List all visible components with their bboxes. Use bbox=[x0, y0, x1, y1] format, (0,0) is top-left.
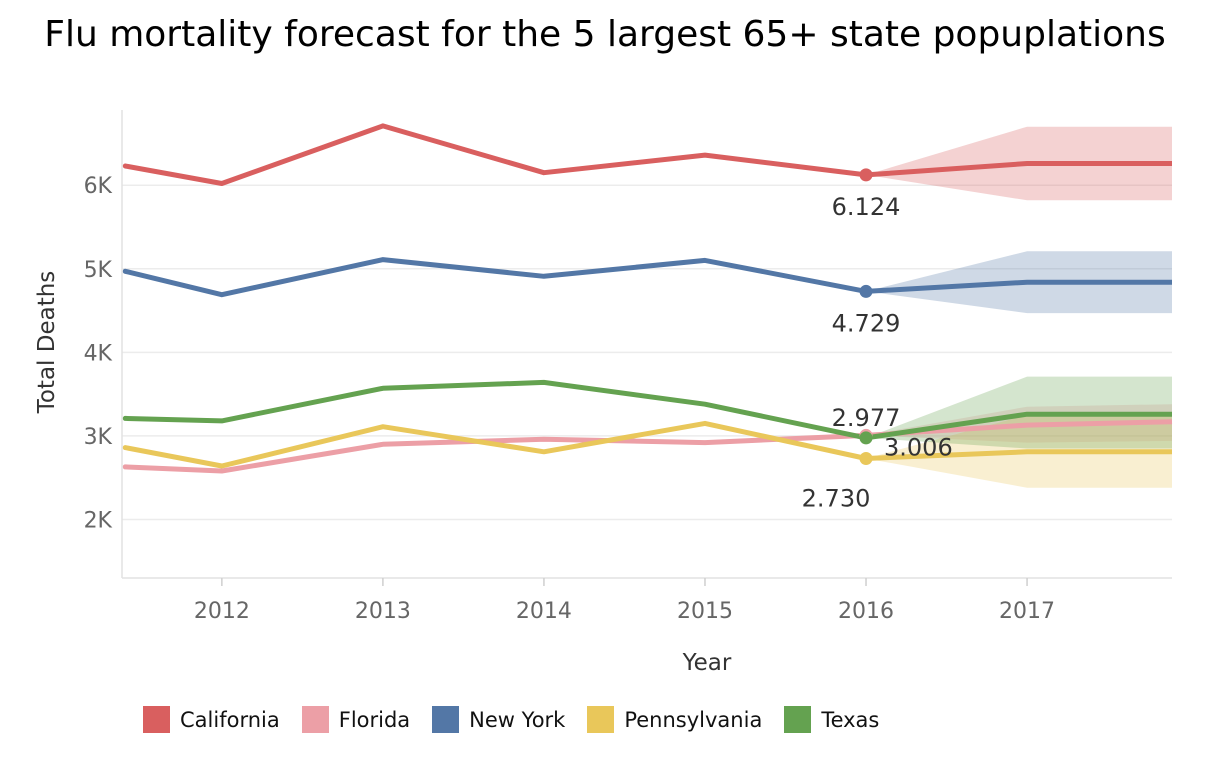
legend-swatch bbox=[143, 706, 170, 733]
forecast-line-pennsylvania bbox=[865, 449, 1172, 461]
legend-item-florida[interactable]: Florida bbox=[301, 706, 411, 733]
legend-label: Florida bbox=[338, 707, 411, 732]
x-tick-label: 2013 bbox=[355, 599, 411, 624]
axes: 2K 3K 4K 5K 6K 2012 2013 2014 2015 2016 2017 Year To… bbox=[34, 110, 1172, 676]
data-labels: 6.124 3.006 4.729 2.730 2.977 bbox=[802, 193, 953, 513]
legend-item-pennsylvania[interactable]: Pennsylvania bbox=[587, 706, 762, 733]
series-line-pennsylvania bbox=[122, 420, 869, 469]
forecast-line-texas bbox=[865, 411, 1172, 441]
forecast-line-california bbox=[865, 161, 1172, 178]
legend-swatch bbox=[587, 706, 615, 733]
legend: California Florida New York Pennsylvania Tex… bbox=[143, 706, 901, 733]
legend-label: Texas bbox=[821, 707, 880, 732]
forecast-line-new-york bbox=[865, 279, 1172, 294]
legend-swatch bbox=[784, 706, 812, 733]
y-axis-title: Total Deaths bbox=[34, 271, 60, 415]
x-axis-title: Year bbox=[682, 650, 732, 676]
data-label-pennsylvania: 2.730 bbox=[802, 484, 871, 512]
series-line-florida bbox=[122, 432, 869, 474]
legend-item-new-york[interactable]: New York bbox=[432, 706, 565, 733]
series-lines bbox=[122, 123, 1173, 474]
y-tick-label: 6K bbox=[84, 174, 113, 199]
data-label-new-york: 4.729 bbox=[832, 309, 901, 337]
legend-swatch bbox=[432, 706, 460, 733]
point-texas-2016 bbox=[859, 431, 873, 445]
point-pennsylvania-2016 bbox=[859, 451, 873, 465]
x-tick-label: 2015 bbox=[677, 599, 733, 624]
series-line-texas bbox=[122, 379, 869, 441]
legend-label: Pennsylvania bbox=[624, 707, 763, 732]
line-chart: 6.124 3.006 4.729 2.730 2.977 2K 3K 4K 5K 6K 2012… bbox=[34, 110, 1173, 676]
legend-item-california[interactable]: California bbox=[143, 706, 280, 733]
y-tick-label: 2K bbox=[84, 509, 113, 534]
x-tick-label: 2017 bbox=[999, 599, 1055, 624]
legend-label: California bbox=[180, 707, 280, 732]
legend-item-texas[interactable]: Texas bbox=[784, 706, 879, 733]
legend-swatch bbox=[301, 706, 329, 733]
y-tick-label: 5K bbox=[84, 258, 113, 283]
chart-title: Flu mortality forecast for the 5 largest… bbox=[44, 14, 1166, 55]
data-label-california: 6.124 bbox=[832, 193, 901, 221]
point-california-2016 bbox=[859, 168, 873, 182]
data-label-florida: 3.006 bbox=[884, 433, 953, 461]
y-tick-label: 4K bbox=[84, 341, 113, 366]
y-tick-label: 3K bbox=[84, 425, 113, 450]
series-line-california bbox=[122, 123, 869, 186]
x-tick-label: 2012 bbox=[194, 599, 250, 624]
series-line-new-york bbox=[122, 257, 869, 298]
data-label-texas: 2.977 bbox=[832, 404, 901, 432]
point-new-york-2016 bbox=[859, 284, 873, 298]
legend-label: New York bbox=[469, 707, 566, 732]
x-tick-label: 2016 bbox=[838, 599, 894, 624]
x-tick-label: 2014 bbox=[516, 599, 572, 624]
series-points bbox=[859, 168, 873, 465]
